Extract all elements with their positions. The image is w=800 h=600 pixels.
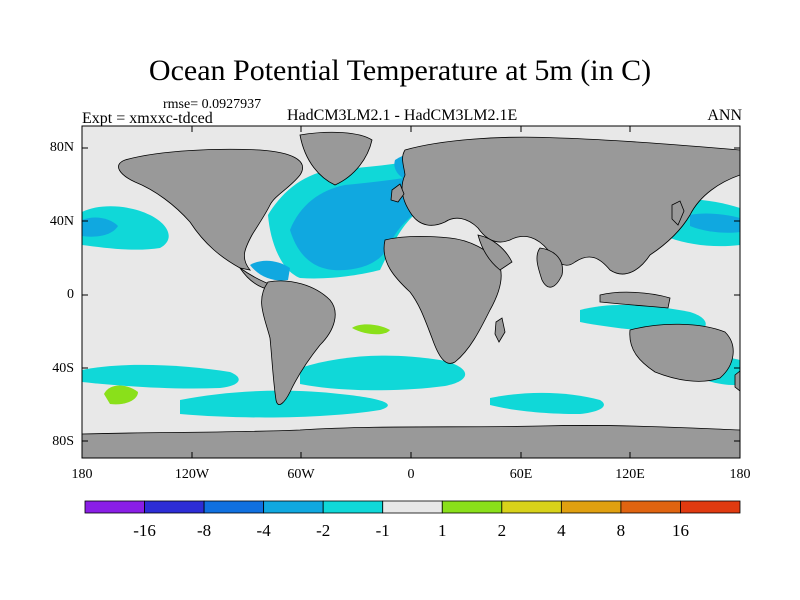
colorbar-label: -16 (133, 521, 156, 540)
colorbar-label: -8 (197, 521, 211, 540)
colorbar-box (144, 500, 205, 514)
anomaly-region-warm-south-atlantic (352, 324, 390, 335)
land-antarctica (82, 425, 740, 458)
anomaly-region-south-pacific-1 (82, 364, 239, 389)
experiment-label: Expt = xmxxc-tdced (82, 110, 213, 127)
colorbar-box (680, 500, 741, 514)
lat-label-40s: 40S (52, 361, 74, 376)
colorbar (84, 500, 741, 514)
anomaly-region-southern-ocean (180, 390, 388, 418)
land-india (536, 247, 563, 288)
colorbar-label: 1 (438, 521, 447, 540)
axis-ticks (81, 126, 741, 458)
colorbar-box (203, 500, 265, 514)
lon-label-180w: 180 (72, 467, 93, 482)
land-japan (671, 200, 685, 226)
colorbar-box (382, 500, 443, 514)
lon-label-60e: 60E (510, 467, 533, 482)
anomaly-region-pacific-ne (82, 206, 169, 250)
land-eurasia (401, 136, 740, 275)
lat-label-80s: 80S (52, 434, 74, 449)
map-area (82, 126, 740, 458)
chart-title: Ocean Potential Temperature at 5m (in C) (148, 54, 652, 87)
lon-label-120w: 120W (175, 467, 210, 482)
lon-label-180e: 180 (730, 467, 751, 482)
land-north-america (118, 148, 303, 271)
lon-label-120e: 120E (615, 467, 645, 482)
colorbar-label: 2 (498, 521, 507, 540)
rmse-label: rmse= 0.0927937 (163, 97, 262, 112)
lat-label-equator: 0 (67, 287, 74, 302)
land (82, 131, 740, 458)
lat-label-40n: 40N (50, 214, 74, 229)
colorbar-box (560, 500, 622, 514)
land-australia (629, 323, 734, 382)
land-south-america (261, 280, 336, 405)
colorbar-label: 16 (672, 521, 689, 540)
colorbar-box (263, 500, 324, 514)
anomaly-region-gulf (250, 260, 290, 281)
colorbar-label: -2 (316, 521, 330, 540)
colorbar-box (84, 500, 145, 514)
colorbar-label: 4 (557, 521, 566, 540)
anomaly-region-warm-south-pacific (104, 385, 138, 405)
land-indonesia (599, 291, 671, 309)
colorbar-box (441, 500, 503, 514)
land-madagascar (494, 317, 506, 343)
land-uk (390, 183, 405, 203)
lon-label-0: 0 (408, 467, 415, 482)
colorbar-box (322, 500, 384, 514)
colorbar-labels: -16 -8 -4 -2 -1 1 2 4 8 16 (133, 521, 689, 540)
colorbar-box (501, 500, 562, 514)
period-label: ANN (707, 107, 742, 124)
colorbar-label: -1 (376, 521, 390, 540)
models-label: HadCM3LM2.1 - HadCM3LM2.1E (287, 107, 518, 124)
lat-label-80n: 80N (50, 140, 74, 155)
land-greenland (299, 131, 373, 186)
anomaly-region-south-atlantic-1 (300, 355, 466, 391)
land-new-zealand (734, 370, 740, 392)
land-arabia (477, 234, 513, 271)
lon-label-60w: 60W (287, 467, 315, 482)
colorbar-label: -4 (257, 521, 272, 540)
anomaly-region-indian-south (490, 392, 604, 414)
colorbar-box (620, 500, 681, 514)
colorbar-label: 8 (617, 521, 626, 540)
anomaly-region-kuroshio-core (690, 213, 740, 233)
anomaly-region-pacific-ne-core (82, 217, 118, 237)
land-africa (383, 235, 502, 364)
